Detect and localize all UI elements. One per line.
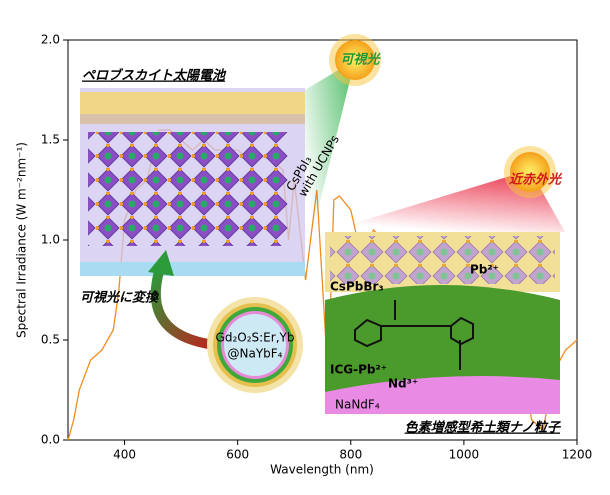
- x-axis-label: Wavelength (nm): [270, 463, 374, 477]
- x-tick-label: 1200: [562, 448, 593, 462]
- annotation: Nd³⁺: [388, 377, 418, 391]
- y-tick-label: 1.0: [41, 233, 60, 247]
- annotation: 近赤外光: [509, 172, 563, 188]
- y-tick-label: 2.0: [41, 33, 60, 47]
- annotation: 可視光: [340, 52, 381, 68]
- illustration: 可視光 ペロブスカイト太陽電池 CsPbI₃ with UCNPs 近赤外光 C…: [80, 34, 565, 436]
- nir-beam: [325, 170, 565, 232]
- annotation: 色素増感型希土類ナノ粒子: [405, 420, 562, 436]
- layer: [80, 92, 305, 114]
- annotation: Gd₂O₂S:Er,Yb: [216, 331, 295, 345]
- layer: [80, 262, 305, 276]
- x-tick-label: 800: [339, 448, 362, 462]
- particle-core: [325, 376, 560, 414]
- sun: [329, 34, 381, 86]
- x-tick-label: 600: [226, 448, 249, 462]
- y-tick-label: 1.5: [41, 133, 60, 147]
- layer: [80, 114, 305, 124]
- annotation: NaNdF₄: [335, 398, 380, 412]
- perovskite: [88, 132, 288, 246]
- plot-area: Wavelength (nm) Spectral Irradiance (W m…: [15, 33, 593, 477]
- y-tick-label: 0.0: [41, 433, 60, 447]
- perovskite: [330, 236, 555, 284]
- annotation: CsPbBr₃: [330, 280, 384, 294]
- annotation: ICG-Pb²⁺: [330, 363, 387, 377]
- annotation: @NaYbF₄: [228, 347, 283, 361]
- sun: [504, 146, 556, 198]
- annotation: 可視光に変換: [80, 290, 159, 306]
- x-tick-label: 400: [113, 448, 136, 462]
- molecule: [354, 300, 474, 370]
- annotation: Pb²⁺: [470, 263, 499, 277]
- y-axis-label: Spectral Irradiance (W m⁻²nm⁻¹): [15, 142, 29, 338]
- annotation: ペロブスカイト太陽電池: [82, 68, 227, 84]
- visible-beam: [305, 60, 355, 262]
- nanoparticle: [207, 297, 303, 393]
- arrowhead: [148, 250, 174, 276]
- y-tick-label: 0.5: [41, 333, 60, 347]
- arrow: [150, 266, 216, 350]
- x-tick-label: 1000: [449, 448, 480, 462]
